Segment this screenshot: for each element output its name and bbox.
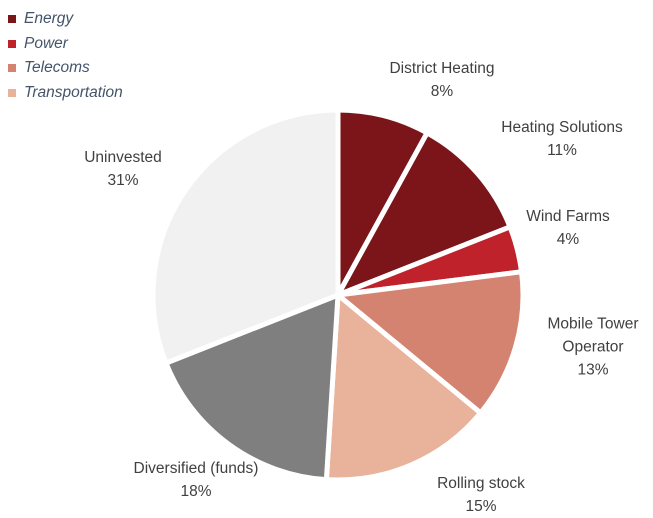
slice-name: Wind Farms: [526, 208, 610, 225]
slice-name: Rolling stock: [437, 475, 525, 492]
slice-name: Diversified (funds): [133, 460, 259, 477]
slice-name: District Heating: [389, 60, 495, 77]
slice-value: 4%: [556, 231, 580, 248]
slice-label: Mobile Tower Operator 13%: [533, 313, 653, 382]
pie-slice: [162, 291, 341, 483]
slice-value: 11%: [547, 142, 577, 159]
slice-label: Diversified (funds) 18%: [96, 457, 296, 503]
slice-name: Mobile Tower Operator: [547, 315, 639, 356]
slice-label: Heating Solutions 11%: [462, 116, 653, 162]
legend-swatch: [8, 88, 16, 97]
legend-item: Power: [8, 35, 68, 53]
slice-label: District Heating 8%: [342, 57, 542, 103]
legend-item: Telecoms: [8, 59, 90, 77]
pie-slice: [331, 269, 526, 417]
legend-label: Power: [24, 34, 68, 52]
legend-label: Telecoms: [24, 59, 90, 76]
slice-name: Uninvested: [84, 149, 162, 166]
legend-item: Transportation: [8, 84, 123, 102]
pie-slice: [332, 129, 514, 300]
pie-slice: [150, 107, 341, 367]
legend-label: Transportation: [24, 83, 123, 101]
pie-slice: [323, 289, 485, 483]
slice-label: Rolling stock 15%: [401, 472, 561, 518]
slice-name: Heating Solutions: [501, 119, 623, 136]
legend-label: Energy: [24, 10, 74, 27]
slice-label: Wind Farms 4%: [488, 205, 648, 251]
legend-swatch: [8, 64, 16, 72]
slice-value: 31%: [107, 172, 139, 189]
slice-value: 18%: [180, 483, 212, 500]
legend-item: Energy: [8, 10, 73, 28]
slice-label: Uninvested 31%: [43, 146, 203, 192]
slice-value: 13%: [577, 361, 609, 379]
slice-value: 8%: [430, 83, 454, 100]
slice-value: 15%: [465, 498, 497, 515]
legend-swatch: [8, 15, 16, 23]
legend-swatch: [8, 39, 16, 48]
